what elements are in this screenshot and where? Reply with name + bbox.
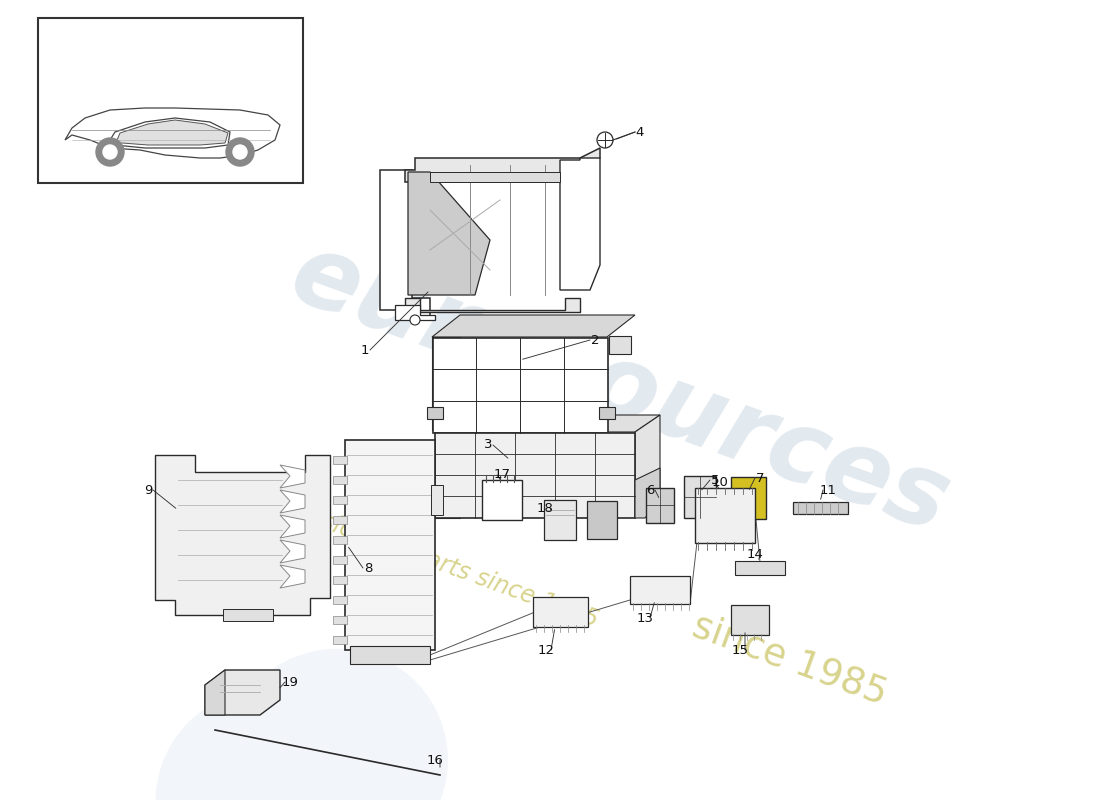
Bar (333, 556, 346, 564)
Polygon shape (434, 432, 460, 518)
Bar (684, 476, 716, 518)
Polygon shape (395, 305, 434, 320)
Circle shape (410, 315, 420, 325)
Text: 10: 10 (712, 477, 728, 490)
Text: 18: 18 (537, 502, 553, 514)
Bar (730, 477, 766, 519)
Text: 13: 13 (637, 611, 653, 625)
Polygon shape (65, 108, 280, 158)
Text: eurosources: eurosources (278, 226, 962, 554)
Polygon shape (280, 515, 305, 538)
Bar (37, 18, 302, 182)
Bar (333, 476, 346, 484)
Text: 12: 12 (538, 643, 554, 657)
Polygon shape (430, 172, 560, 182)
Text: 3: 3 (484, 438, 493, 451)
Bar (333, 596, 346, 604)
Polygon shape (405, 298, 580, 312)
Text: since 1985: since 1985 (688, 608, 892, 712)
Bar (532, 597, 587, 627)
Bar (792, 502, 847, 514)
Bar (333, 536, 346, 544)
Circle shape (103, 145, 117, 159)
Text: 1: 1 (361, 343, 370, 357)
Bar (333, 516, 346, 524)
Bar (482, 480, 522, 520)
Bar (434, 433, 635, 518)
Bar (587, 501, 617, 539)
Text: 7: 7 (756, 471, 764, 485)
Text: 9: 9 (144, 483, 152, 497)
Text: 8: 8 (364, 562, 372, 574)
Polygon shape (280, 540, 305, 563)
Bar (609, 336, 631, 354)
Polygon shape (434, 415, 660, 432)
Bar (350, 646, 430, 664)
Bar (732, 605, 769, 635)
Circle shape (226, 138, 254, 166)
Polygon shape (116, 120, 228, 145)
Polygon shape (635, 415, 660, 518)
Text: a passion for parts since 1985: a passion for parts since 1985 (258, 488, 602, 632)
Polygon shape (104, 118, 230, 148)
Bar (427, 407, 443, 419)
Bar (600, 407, 615, 419)
Polygon shape (432, 337, 460, 430)
Bar (333, 496, 346, 504)
Polygon shape (205, 670, 225, 715)
Polygon shape (635, 468, 660, 518)
Text: 15: 15 (732, 643, 748, 657)
Polygon shape (280, 565, 305, 588)
Bar (735, 561, 785, 575)
Polygon shape (560, 158, 600, 290)
Circle shape (597, 132, 613, 148)
Text: 17: 17 (494, 469, 510, 482)
Text: 5: 5 (711, 474, 719, 486)
Text: 14: 14 (747, 549, 763, 562)
Polygon shape (155, 455, 330, 615)
Bar (630, 576, 690, 604)
Circle shape (96, 138, 124, 166)
Text: 6: 6 (646, 483, 654, 497)
Text: 19: 19 (282, 675, 298, 689)
Polygon shape (205, 670, 280, 715)
Text: 4: 4 (636, 126, 645, 138)
Polygon shape (280, 490, 305, 513)
Bar (432, 338, 607, 433)
Polygon shape (379, 170, 430, 320)
Bar (333, 456, 346, 464)
Bar (345, 440, 434, 650)
Bar (431, 485, 443, 515)
Bar (646, 487, 674, 522)
Bar (333, 616, 346, 624)
Bar (333, 636, 346, 644)
Polygon shape (408, 172, 490, 295)
Bar (333, 576, 346, 584)
Polygon shape (405, 148, 600, 182)
Polygon shape (432, 315, 635, 337)
Bar (695, 487, 755, 542)
Text: 2: 2 (591, 334, 600, 346)
Text: 11: 11 (820, 483, 836, 497)
Circle shape (233, 145, 248, 159)
Text: 16: 16 (427, 754, 443, 766)
Bar (544, 500, 576, 540)
Bar (223, 609, 273, 621)
Polygon shape (280, 465, 305, 488)
